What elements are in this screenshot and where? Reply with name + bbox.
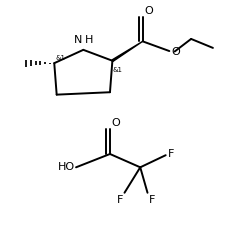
Text: O: O <box>171 47 180 57</box>
Text: F: F <box>149 195 155 205</box>
Text: HO: HO <box>58 162 75 172</box>
Polygon shape <box>112 41 143 61</box>
Text: &1: &1 <box>113 67 123 73</box>
Text: F: F <box>117 195 123 205</box>
Text: O: O <box>144 6 153 16</box>
Text: N: N <box>74 36 83 46</box>
Text: F: F <box>168 149 174 159</box>
Text: O: O <box>111 118 120 128</box>
Text: &1: &1 <box>56 55 65 61</box>
Text: H: H <box>84 36 93 46</box>
